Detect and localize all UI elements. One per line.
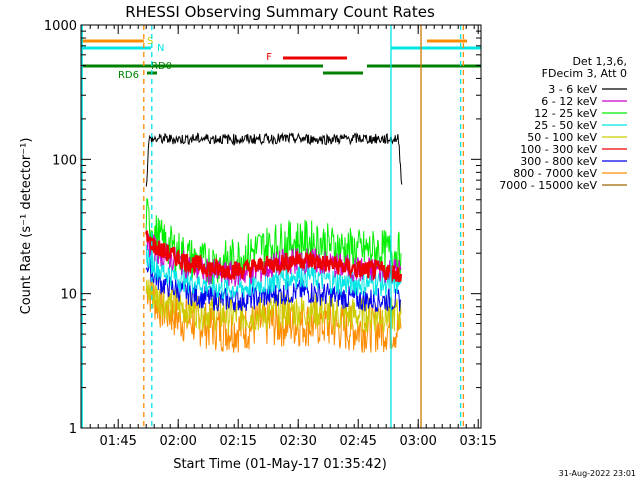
y-axis-label: Count Rate (s⁻¹ detector⁻¹) — [19, 138, 34, 315]
y-tick-label: 10 — [60, 288, 77, 303]
x-tick-label: 03:00 — [399, 434, 436, 449]
y-axis: 1 10 100 1000 — [44, 19, 481, 437]
vertical-markers — [81, 25, 465, 428]
x-tick-label: 02:00 — [159, 434, 196, 449]
x-axis-label: Start Time (01-May-17 01:35:42) — [173, 457, 387, 472]
flag-label-f: F — [266, 52, 272, 63]
legend-label: 25 - 50 keV — [534, 119, 597, 132]
legend-label: 12 - 25 keV — [534, 107, 597, 120]
legend-label: 3 - 6 keV — [548, 83, 597, 96]
legend-label: 800 - 7000 keV — [513, 167, 597, 180]
legend-header-line-2: FDecim 3, Att 0 — [542, 67, 627, 80]
legend-label: 7000 - 15000 keV — [499, 179, 597, 192]
series-line-3-6-kev — [145, 131, 403, 187]
chart-title: RHESSI Observing Summary Count Rates — [125, 3, 435, 21]
series-line-25-50-kev — [145, 244, 402, 301]
legend-label: 6 - 12 keV — [541, 95, 597, 108]
x-tick-label: 03:15 — [459, 434, 496, 449]
legend-label: 100 - 300 keV — [520, 143, 597, 156]
legend-label: 50 - 100 keV — [527, 131, 597, 144]
x-axis: 01:45 02:00 02:15 02:30 02:45 03:00 03:15 — [89, 25, 497, 449]
x-tick-label: 02:15 — [219, 434, 256, 449]
y-tick-label: 1000 — [44, 19, 77, 34]
y-tick-label: 1 — [69, 422, 77, 437]
flag-label-rd0: RD0 — [151, 61, 172, 72]
flag-label-n: N — [157, 43, 164, 54]
series-lines — [145, 131, 403, 353]
x-tick-label: 02:45 — [339, 434, 376, 449]
flag-label-s: S — [147, 36, 153, 47]
x-tick-label: 02:30 — [279, 434, 316, 449]
timestamp: 31-Aug-2022 23:01 — [559, 469, 636, 478]
plot-frame — [80, 24, 482, 429]
series-line-800-7000-kev — [145, 274, 402, 353]
legend-label: 300 - 800 keV — [520, 155, 597, 168]
flag-label-rd6: RD6 — [118, 70, 139, 81]
y-tick-label: 100 — [52, 153, 77, 168]
legend-header-line-1: Det 1,3,6, — [572, 55, 627, 68]
series-line-100-300-kev — [145, 230, 403, 283]
x-tick-label: 01:45 — [99, 434, 136, 449]
status-flags: SN F RD0 RD6 — [81, 36, 481, 81]
